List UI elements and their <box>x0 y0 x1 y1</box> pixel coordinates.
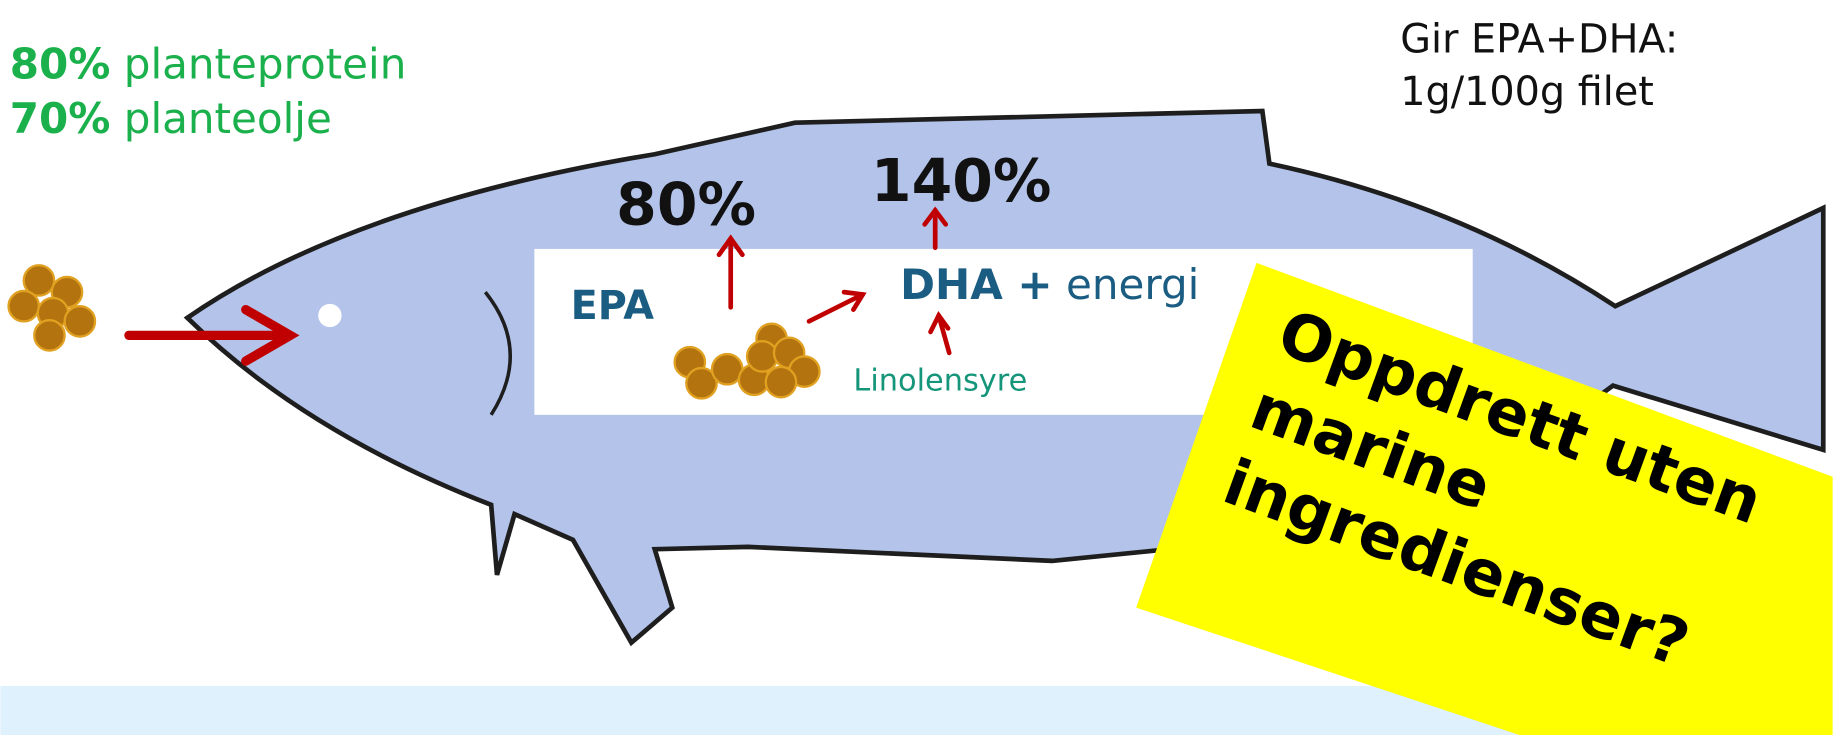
page: Oppdrett uten marine ingredienser? 80% p… <box>0 0 1833 735</box>
pellet <box>747 341 777 371</box>
yield-line: 1g/100g filet <box>1400 69 1654 115</box>
dha-label: DHA + energi <box>900 260 1199 309</box>
yield-line: Gir EPA+DHA: <box>1400 17 1678 63</box>
percent: 70% <box>10 94 111 143</box>
label: planteprotein <box>124 39 407 88</box>
precursor: Linolensyre <box>853 363 1027 398</box>
feed-oil: 70% planteolje <box>10 94 332 143</box>
dha: DHA + <box>900 260 1053 309</box>
percent: 80% <box>10 39 111 88</box>
feed-protein: 80% planteprotein <box>10 39 407 88</box>
epa-label: EPA <box>571 283 655 329</box>
fish-eye <box>318 304 341 327</box>
slide: Oppdrett uten marine ingredienser? 80% p… <box>0 0 1833 735</box>
extra: energi <box>1066 260 1199 309</box>
pellet <box>34 320 64 350</box>
epa-percent: 80% <box>616 170 756 238</box>
dha-percent: 140% <box>871 147 1051 215</box>
pellet <box>9 291 39 321</box>
label: planteolje <box>124 94 332 143</box>
pellet <box>65 306 95 336</box>
pellet <box>766 367 796 397</box>
